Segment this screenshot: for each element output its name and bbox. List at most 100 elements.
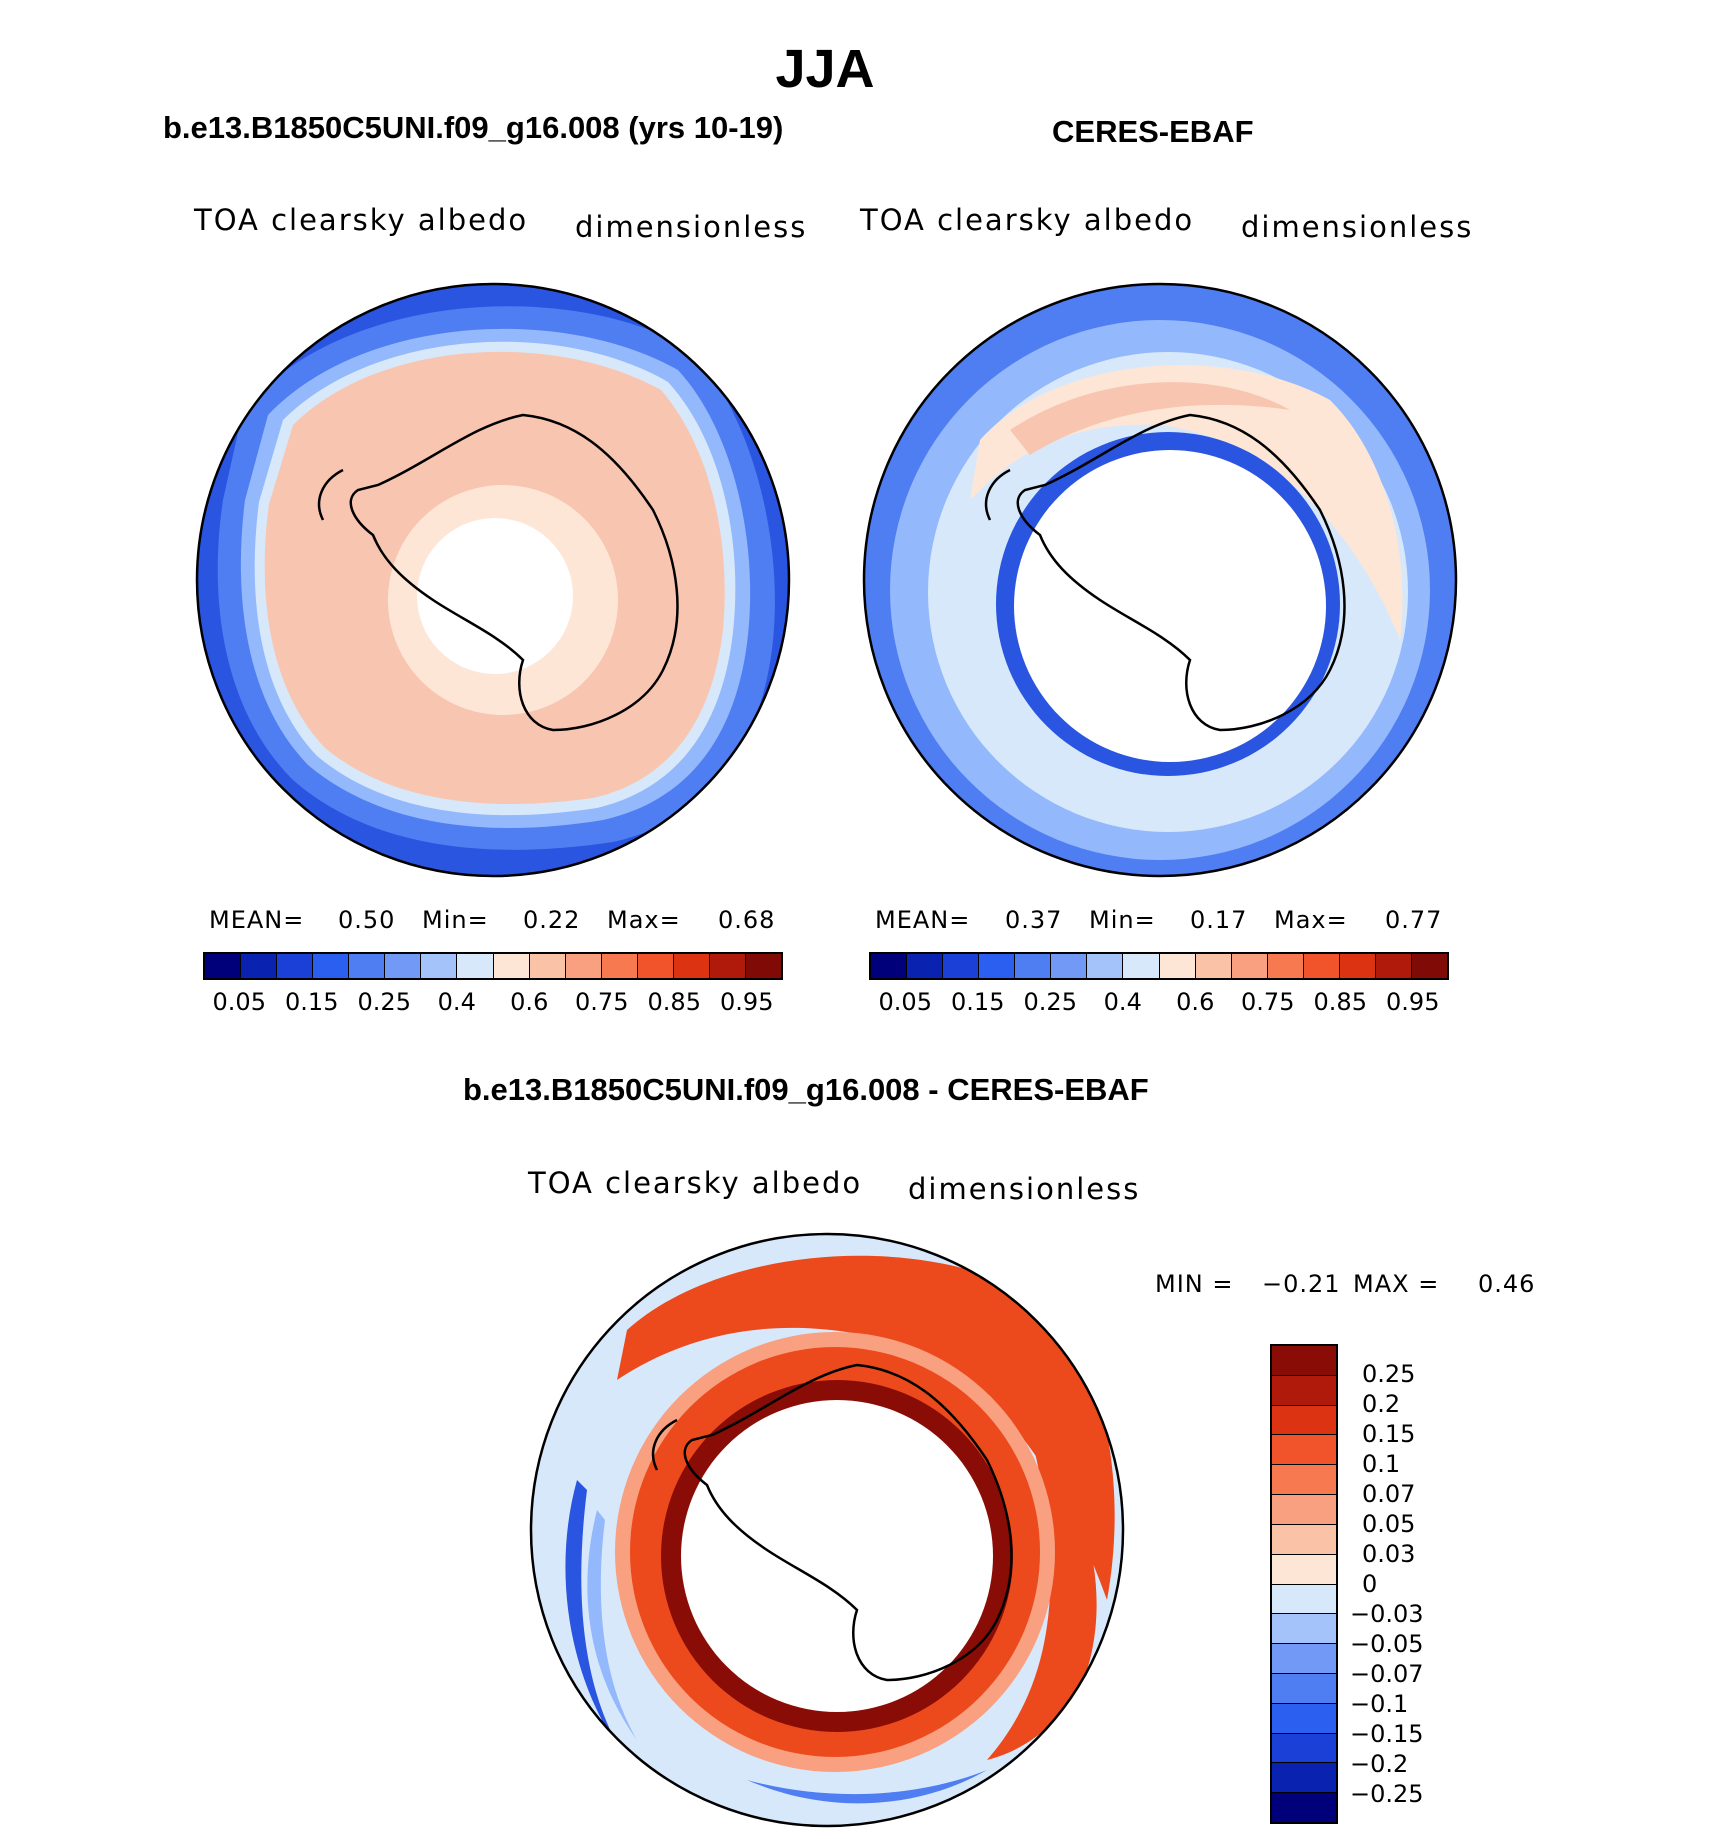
left-colorbar-swatch xyxy=(745,954,781,978)
left-units-label: dimensionless xyxy=(575,210,808,244)
right-colorbar-label: 0.05 xyxy=(878,988,932,1016)
right-max-value: 0.77 xyxy=(1385,906,1443,934)
diff-eastern-red-arc xyxy=(987,1420,1097,1760)
left-colorbar-swatch xyxy=(637,954,674,978)
left-colorbar-swatch xyxy=(277,954,314,978)
left-colorbar-swatch xyxy=(385,954,422,978)
left-colorbar-swatch xyxy=(457,954,494,978)
diff-colorbar-label: 0.07 xyxy=(1362,1480,1416,1508)
diff-colorbar-swatch xyxy=(1272,1614,1336,1645)
left-colorbar-swatch xyxy=(313,954,350,978)
left-colorbar-swatch xyxy=(493,954,530,978)
diff-colorbar-label: 0.1 xyxy=(1362,1450,1401,1478)
right-mean-value: 0.37 xyxy=(1005,906,1063,934)
left-panel-title: b.e13.B1850C5UNI.f09_g16.008 (yrs 10-19) xyxy=(163,110,784,145)
right-colorbar-swatch xyxy=(1375,954,1412,978)
left-colorbar-label: 0.85 xyxy=(647,988,701,1016)
figure-title: JJA xyxy=(775,39,875,99)
right-mean-label: MEAN= xyxy=(875,906,971,934)
right-colorbar-swatch xyxy=(1051,954,1088,978)
left-polar-hole xyxy=(417,518,573,674)
diff-colorbar xyxy=(1270,1344,1338,1824)
diff-max-value: 0.46 xyxy=(1478,1270,1536,1298)
diff-coastline xyxy=(683,1363,1013,1682)
right-units-label: dimensionless xyxy=(1241,210,1474,244)
diff-colorbar-swatch xyxy=(1272,1733,1336,1764)
right-pale-peach-arc xyxy=(970,365,1403,640)
left-colorbar-swatch xyxy=(673,954,710,978)
diff-colorbar-swatch xyxy=(1272,1405,1336,1436)
diff-min-label: MIN = xyxy=(1155,1270,1234,1298)
left-colorbar-swatch xyxy=(421,954,458,978)
right-colorbar-swatch xyxy=(1195,954,1232,978)
diff-map-border xyxy=(529,1232,1125,1828)
right-colorbar-swatch xyxy=(1123,954,1160,978)
left-colorbar-swatch xyxy=(565,954,602,978)
diff-colorbar-swatch xyxy=(1272,1793,1336,1822)
right-colorbar xyxy=(869,952,1449,980)
diff-colorbar-label: −0.25 xyxy=(1350,1780,1424,1808)
left-colorbar-labels: 0.05 0.15 0.25 0.4 0.6 0.75 0.85 0.95 xyxy=(203,988,783,1018)
right-colorbar-swatch xyxy=(907,954,944,978)
left-colorbar-swatch xyxy=(349,954,386,978)
diff-colorbar-label: −0.05 xyxy=(1350,1630,1424,1658)
left-max-value: 0.68 xyxy=(718,906,776,934)
left-colorbar-label: 0.75 xyxy=(575,988,629,1016)
left-peninsula xyxy=(317,468,344,521)
diff-colorbar-label: −0.15 xyxy=(1350,1720,1424,1748)
diff-colorbar-swatch xyxy=(1272,1644,1336,1674)
right-colorbar-swatch xyxy=(871,954,908,978)
right-colorbar-swatch xyxy=(1159,954,1196,978)
left-colorbar-swatch xyxy=(529,954,566,978)
right-colorbar-label: 0.15 xyxy=(951,988,1005,1016)
right-map-border xyxy=(862,282,1458,878)
diff-northern-red-arc xyxy=(617,1255,1115,1600)
diff-min-value: −0.21 xyxy=(1262,1270,1341,1298)
left-min-value: 0.22 xyxy=(523,906,581,934)
right-colorbar-label: 0.4 xyxy=(1103,988,1142,1016)
diff-colorbar-swatch xyxy=(1272,1375,1336,1406)
right-polar-map xyxy=(862,282,1458,878)
diff-colorbar-label: −0.1 xyxy=(1350,1690,1409,1718)
diff-colorbar-label: −0.03 xyxy=(1350,1600,1424,1628)
right-colorbar-swatch xyxy=(1339,954,1376,978)
right-polar-hole xyxy=(1014,450,1326,762)
left-colorbar-label: 0.4 xyxy=(437,988,476,1016)
right-min-value: 0.17 xyxy=(1190,906,1248,934)
left-colorbar-label: 0.25 xyxy=(357,988,411,1016)
right-colorbar-swatch xyxy=(1015,954,1052,978)
left-coastline xyxy=(349,413,679,732)
diff-colorbar-swatch xyxy=(1272,1524,1336,1555)
diff-western-blue-arc xyxy=(565,1480,627,1760)
left-colorbar-label: 0.15 xyxy=(285,988,339,1016)
left-mean-label: MEAN= xyxy=(209,906,305,934)
right-min-label: Min= xyxy=(1089,906,1156,934)
diff-colorbar-swatch xyxy=(1272,1703,1336,1734)
diff-colorbar-label: 0.15 xyxy=(1362,1420,1416,1448)
left-polar-map xyxy=(195,282,791,878)
diff-colorbar-label: 0.25 xyxy=(1362,1360,1416,1388)
diff-colorbar-label: 0.03 xyxy=(1362,1540,1416,1568)
left-colorbar xyxy=(203,952,783,980)
right-max-label: Max= xyxy=(1274,906,1348,934)
right-colorbar-swatch xyxy=(1303,954,1340,978)
right-colorbar-label: 0.95 xyxy=(1386,988,1440,1016)
diff-polar-map xyxy=(529,1232,1125,1828)
diff-colorbar-swatch xyxy=(1272,1763,1336,1794)
right-colorbar-swatch xyxy=(1411,954,1447,978)
diff-colorbar-swatch xyxy=(1272,1465,1336,1496)
diff-colorbar-swatch xyxy=(1272,1435,1336,1466)
right-colorbar-label: 0.85 xyxy=(1313,988,1367,1016)
diff-colorbar-swatch xyxy=(1272,1584,1336,1615)
diff-southern-blue-arc xyxy=(747,1770,987,1804)
diff-colorbar-swatch xyxy=(1272,1554,1336,1585)
left-colorbar-label: 0.05 xyxy=(212,988,266,1016)
diff-colorbar-label: 0 xyxy=(1362,1570,1378,1598)
right-panel-title: CERES-EBAF xyxy=(1052,114,1254,149)
right-colorbar-swatch xyxy=(979,954,1016,978)
left-colorbar-swatch xyxy=(601,954,638,978)
right-colorbar-swatch xyxy=(1267,954,1304,978)
diff-colorbar-labels: 0.25 0.2 0.15 0.1 0.07 0.05 0.03 0 −0.03 −0.05 −0.… xyxy=(1350,1344,1470,1824)
right-peach-arc xyxy=(1010,382,1290,455)
left-colorbar-label: 0.95 xyxy=(720,988,774,1016)
